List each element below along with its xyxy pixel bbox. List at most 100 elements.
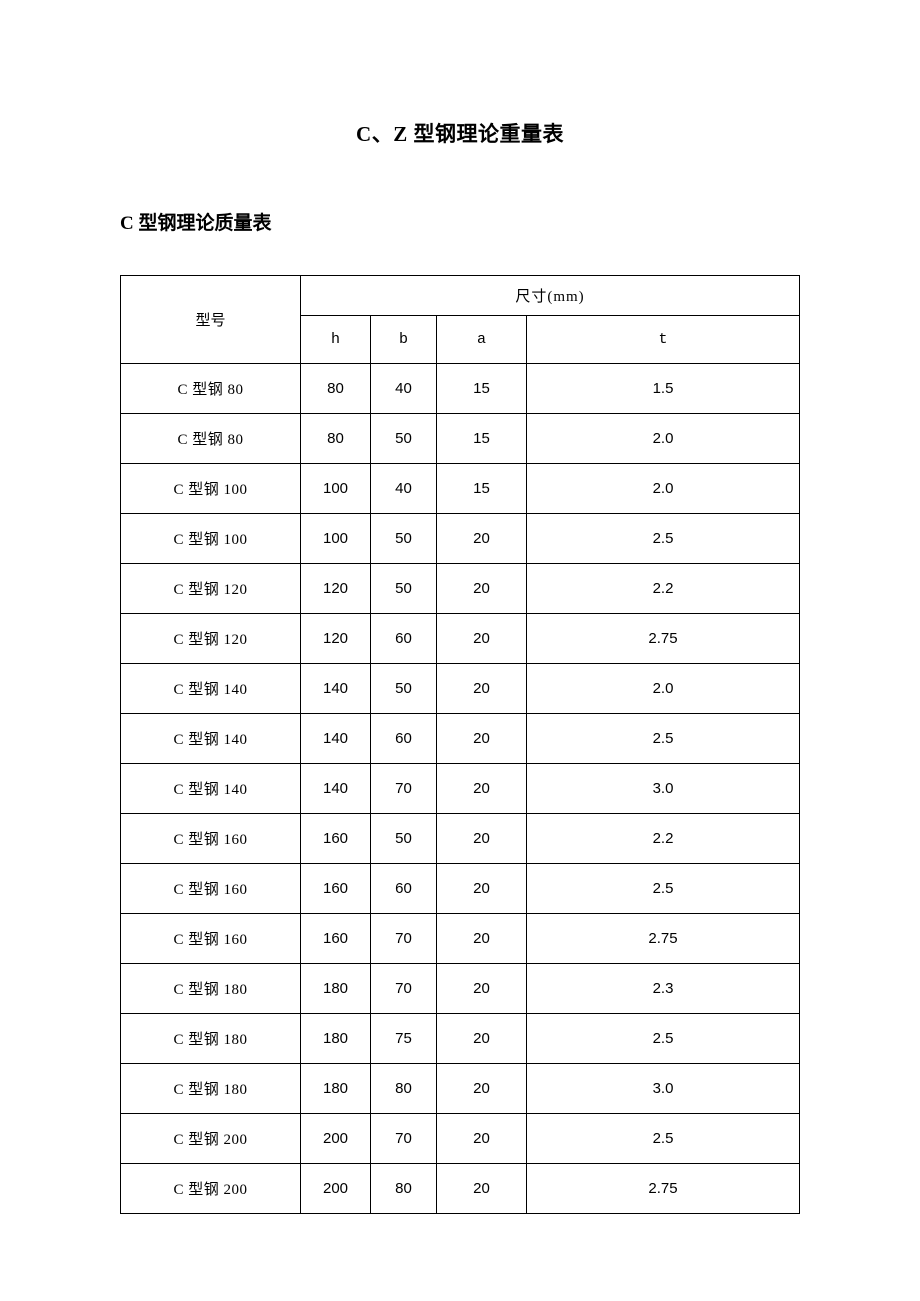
cell-t: 2.0 [527,414,800,464]
cell-h: 80 [301,414,371,464]
table-row: C 型钢 18018080203.0 [121,1064,800,1114]
table-row: C 型钢 14014070203.0 [121,764,800,814]
cell-b: 50 [371,664,437,714]
cell-b: 50 [371,814,437,864]
cell-a: 20 [437,914,527,964]
cell-t: 3.0 [527,1064,800,1114]
table-header-row-1: 型号 尺寸(mm) [121,276,800,316]
section-title: C 型钢理论质量表 [120,208,800,235]
table-row: C 型钢 808040151.5 [121,364,800,414]
cell-h: 140 [301,714,371,764]
table-row: C 型钢 20020070202.5 [121,1114,800,1164]
cell-t: 2.5 [527,1014,800,1064]
cell-a: 20 [437,1164,527,1214]
cell-h: 140 [301,664,371,714]
cell-t: 2.75 [527,614,800,664]
table-row: C 型钢 16016070202.75 [121,914,800,964]
table-row: C 型钢 16016050202.2 [121,814,800,864]
col-header-a: a [437,316,527,364]
col-header-dimensions: 尺寸(mm) [301,276,800,316]
cell-h: 200 [301,1164,371,1214]
table-row: C 型钢 18018070202.3 [121,964,800,1014]
cell-a: 20 [437,1064,527,1114]
cell-t: 2.3 [527,964,800,1014]
cell-a: 20 [437,514,527,564]
col-header-h: h [301,316,371,364]
cell-a: 15 [437,414,527,464]
table-row: C 型钢 10010050202.5 [121,514,800,564]
cell-t: 2.2 [527,814,800,864]
cell-h: 80 [301,364,371,414]
cell-a: 20 [437,714,527,764]
cell-model: C 型钢 140 [121,664,301,714]
cell-b: 70 [371,764,437,814]
cell-b: 60 [371,614,437,664]
cell-model: C 型钢 180 [121,1064,301,1114]
cell-a: 20 [437,664,527,714]
cell-model: C 型钢 120 [121,614,301,664]
cell-a: 20 [437,614,527,664]
cell-b: 60 [371,714,437,764]
cell-h: 100 [301,464,371,514]
cell-h: 120 [301,564,371,614]
document-page: C、Z 型钢理论重量表 C 型钢理论质量表 型号 尺寸(mm) h b a t … [0,0,920,1274]
cell-model: C 型钢 100 [121,514,301,564]
cell-a: 15 [437,464,527,514]
col-header-model: 型号 [121,276,301,364]
cell-h: 160 [301,814,371,864]
cell-b: 40 [371,464,437,514]
cell-b: 60 [371,864,437,914]
table-row: C 型钢 14014050202.0 [121,664,800,714]
cell-b: 70 [371,1114,437,1164]
table-row: C 型钢 10010040152.0 [121,464,800,514]
cell-h: 120 [301,614,371,664]
cell-a: 20 [437,964,527,1014]
col-header-t: t [527,316,800,364]
cell-model: C 型钢 140 [121,714,301,764]
col-header-b: b [371,316,437,364]
cell-model: C 型钢 140 [121,764,301,814]
cell-h: 160 [301,864,371,914]
cell-model: C 型钢 160 [121,814,301,864]
cell-h: 180 [301,1064,371,1114]
cell-b: 75 [371,1014,437,1064]
table-row: C 型钢 16016060202.5 [121,864,800,914]
cell-t: 2.5 [527,714,800,764]
cell-b: 80 [371,1064,437,1114]
cell-t: 3.0 [527,764,800,814]
cell-h: 180 [301,964,371,1014]
table-row: C 型钢 14014060202.5 [121,714,800,764]
cell-t: 2.75 [527,1164,800,1214]
cell-t: 2.5 [527,864,800,914]
cell-b: 50 [371,514,437,564]
cell-t: 1.5 [527,364,800,414]
table-row: C 型钢 12012060202.75 [121,614,800,664]
cell-model: C 型钢 200 [121,1114,301,1164]
table-row: C 型钢 12012050202.2 [121,564,800,614]
cell-model: C 型钢 180 [121,964,301,1014]
cell-t: 2.5 [527,1114,800,1164]
cell-model: C 型钢 80 [121,414,301,464]
cell-b: 40 [371,364,437,414]
cell-t: 2.0 [527,664,800,714]
table-row: C 型钢 20020080202.75 [121,1164,800,1214]
cell-model: C 型钢 180 [121,1014,301,1064]
cell-t: 2.75 [527,914,800,964]
steel-weight-table: 型号 尺寸(mm) h b a t C 型钢 808040151.5C 型钢 8… [120,275,800,1214]
cell-a: 20 [437,1114,527,1164]
cell-model: C 型钢 160 [121,914,301,964]
cell-a: 20 [437,764,527,814]
table-row: C 型钢 18018075202.5 [121,1014,800,1064]
table-row: C 型钢 808050152.0 [121,414,800,464]
cell-a: 20 [437,814,527,864]
cell-h: 160 [301,914,371,964]
cell-t: 2.5 [527,514,800,564]
cell-model: C 型钢 200 [121,1164,301,1214]
cell-a: 15 [437,364,527,414]
cell-model: C 型钢 100 [121,464,301,514]
cell-model: C 型钢 80 [121,364,301,414]
cell-h: 200 [301,1114,371,1164]
main-title: C、Z 型钢理论重量表 [120,118,800,148]
cell-h: 180 [301,1014,371,1064]
cell-t: 2.0 [527,464,800,514]
